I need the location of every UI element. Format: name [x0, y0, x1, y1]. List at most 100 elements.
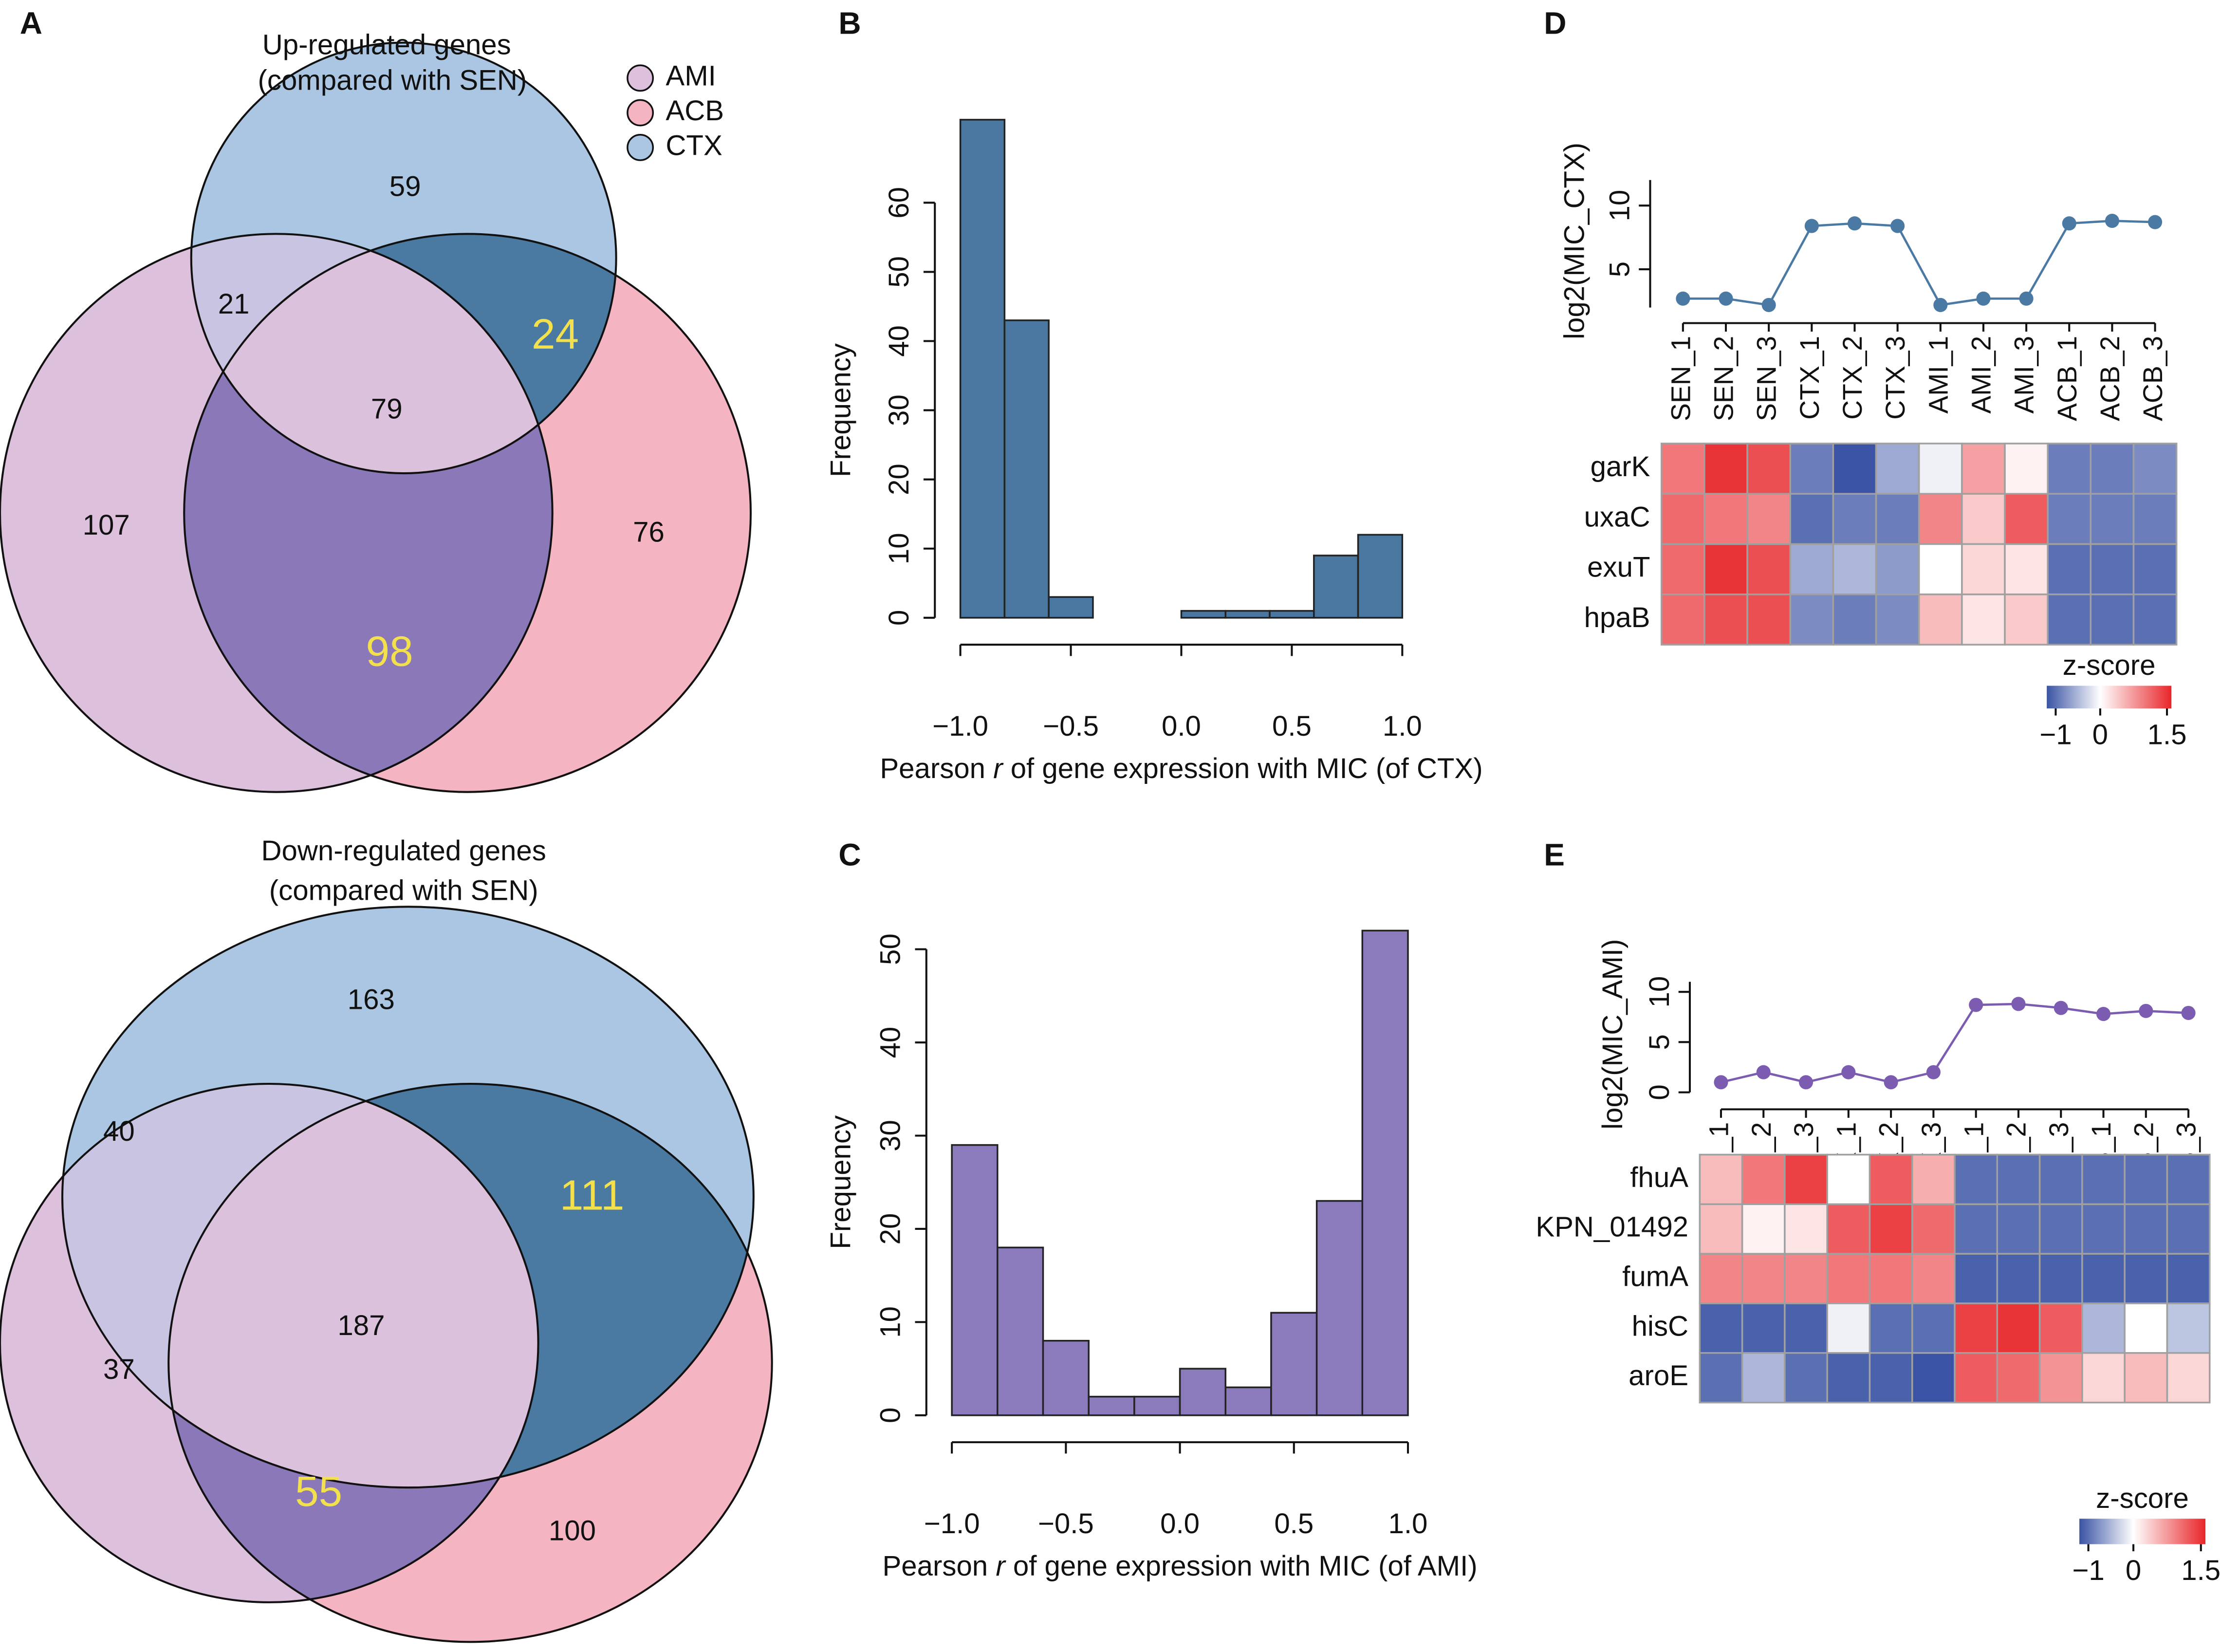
colorbar-tick-label: 1.5 — [2181, 1555, 2221, 1586]
point — [1761, 297, 1776, 312]
heat-cell — [1911, 1253, 1956, 1304]
x-tick-label: CTX_1 — [1795, 336, 1825, 420]
heat-cell — [1784, 1153, 1828, 1206]
bar — [1048, 596, 1094, 619]
panel-letter: B — [838, 6, 861, 41]
y-tick-label: 0 — [883, 610, 915, 626]
bar — [1224, 1386, 1272, 1416]
bar — [1270, 1312, 1318, 1416]
heat-cell — [1826, 1153, 1871, 1206]
y-tick-label: 0 — [1644, 1084, 1675, 1100]
heat-cell — [1703, 443, 1748, 495]
heat-cell — [2081, 1253, 2126, 1304]
heat-cell — [1703, 493, 1748, 545]
heat-cell — [1699, 1253, 1743, 1304]
venn-overlap — [191, 234, 553, 474]
point — [2011, 997, 2026, 1011]
region-count: 24 — [532, 311, 579, 358]
heat-cell — [1784, 1203, 1828, 1255]
bar — [1361, 929, 1409, 1416]
heat-cell — [1832, 493, 1877, 545]
heat-cell — [1826, 1302, 1871, 1354]
venn-core — [168, 1084, 538, 1488]
x-tick-label: SEN_3 — [1752, 336, 1782, 421]
heat-cell — [1699, 1302, 1743, 1354]
heat-cell — [2081, 1153, 2126, 1206]
heat-cell — [2132, 493, 2178, 545]
point — [2019, 291, 2034, 306]
heat-cell — [2132, 443, 2178, 495]
x-axis-label-part: Pearson — [880, 753, 993, 784]
panel-letter: C — [838, 837, 861, 872]
y-tick-label: 5 — [1604, 261, 1636, 277]
heat-cell — [1875, 594, 1920, 646]
point — [1926, 1065, 1941, 1079]
series-line — [1721, 1002, 2189, 1084]
heat-cell — [1741, 1153, 1786, 1206]
x-tick-label: −0.5 — [1043, 710, 1099, 742]
y-tick-label: 20 — [883, 464, 915, 495]
heat-cell — [1826, 1352, 1871, 1404]
region-count: 55 — [295, 1468, 342, 1515]
heat-cell — [2038, 1352, 2083, 1404]
region-count: 79 — [371, 393, 403, 425]
point — [1841, 1065, 1856, 1079]
heat-cell — [1954, 1153, 1999, 1206]
region-count: 100 — [549, 1515, 596, 1547]
y-tick-label: 5 — [1644, 1034, 1675, 1050]
bar — [959, 119, 1006, 619]
x-axis-label-part: r — [993, 753, 1004, 784]
heat-cell — [1954, 1253, 1999, 1304]
heat-cell — [2047, 543, 2092, 595]
heat-cell — [1746, 443, 1791, 495]
heat-cell — [1784, 1352, 1828, 1404]
heat-cell — [1741, 1203, 1786, 1255]
region-count: 163 — [348, 984, 395, 1016]
y-tick-label: 40 — [874, 1027, 906, 1058]
bar — [1313, 555, 1359, 619]
region-count: 59 — [389, 171, 421, 203]
venn-subtitle: (compared with SEN) — [269, 875, 538, 907]
y-tick-label: 10 — [1604, 190, 1636, 222]
heat-cell — [2038, 1203, 2083, 1255]
bar — [1357, 534, 1404, 619]
y-tick-label: 0 — [874, 1408, 906, 1423]
heat-cell — [2004, 493, 2049, 545]
heat-cell — [1703, 594, 1748, 646]
venn-core — [191, 234, 553, 474]
bar — [1180, 610, 1226, 619]
x-tick-label: 1.0 — [1383, 710, 1422, 742]
region-count: 187 — [337, 1310, 385, 1341]
point — [1847, 216, 1862, 231]
x-axis-label-part: of gene expression with MIC (of AMI) — [1005, 1550, 1478, 1582]
venn-outline — [183, 233, 752, 793]
heat-cell — [1911, 1302, 1956, 1354]
row-label: exuT — [1587, 552, 1650, 583]
point — [1714, 1075, 1728, 1090]
point — [2096, 1007, 2111, 1021]
heat-cell — [2166, 1203, 2211, 1255]
heat-cell — [1911, 1153, 1956, 1206]
colorbar-tick-label: 0 — [2126, 1555, 2141, 1586]
row-label: fhuA — [1630, 1162, 1688, 1193]
x-axis-label-part: Pearson — [882, 1550, 996, 1582]
x-tick-label: AMI_1 — [1923, 336, 1953, 414]
colorbar-tick-label: −1 — [2039, 719, 2072, 751]
venn-title: Down-regulated genes — [261, 835, 546, 867]
heat-cell — [1746, 594, 1791, 646]
colorbar — [2079, 1519, 2205, 1544]
region-count: 98 — [366, 628, 413, 675]
row-label: fumA — [1622, 1261, 1688, 1292]
bar — [951, 1144, 999, 1416]
x-tick-label: ACB_1 — [2052, 336, 2082, 421]
heat-cell — [2047, 443, 2092, 495]
y-tick-label: 10 — [883, 533, 915, 564]
point — [2181, 1005, 2196, 1021]
bar — [1003, 319, 1050, 619]
heat-cell — [2004, 543, 2049, 595]
y-axis-label: Frequency — [825, 1115, 856, 1249]
y-axis-label: log2(MIC_CTX) — [1559, 143, 1591, 339]
x-tick-label: CTX_3 — [1880, 336, 1910, 420]
heat-cell — [1961, 493, 2006, 545]
heat-cell — [1996, 1253, 2041, 1304]
